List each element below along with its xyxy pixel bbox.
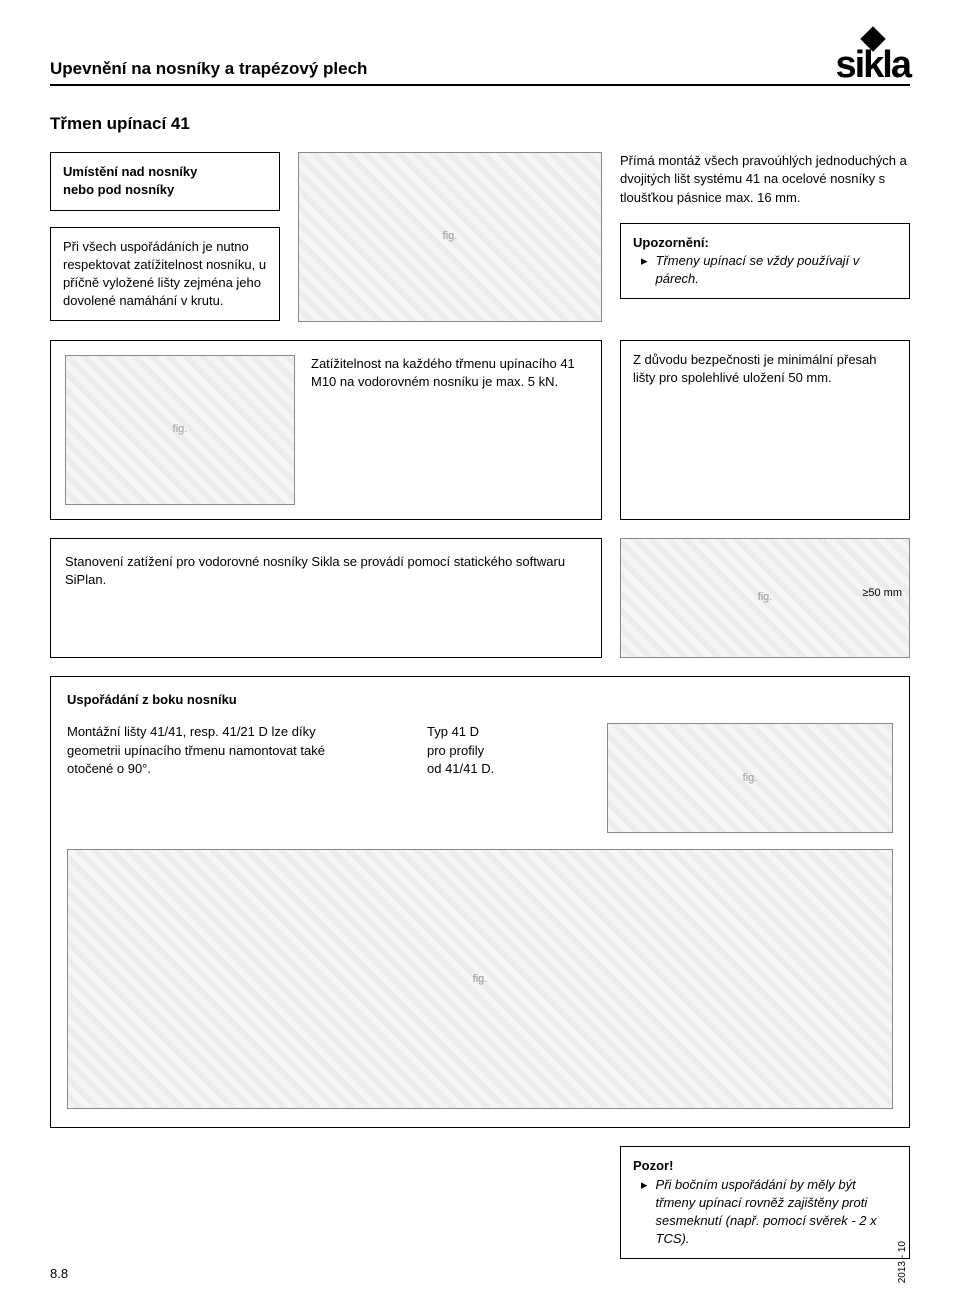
side-heading: Uspořádání z boku nosníku: [67, 691, 893, 709]
row-1: Umístění nad nosníky nebo pod nosníky Př…: [50, 152, 910, 322]
warning-bullet: ▸ Při bočním uspořádání by měly být třme…: [633, 1176, 897, 1249]
page-header: Upevnění na nosníky a trapézový plech si…: [50, 30, 910, 86]
load-text: Zatížitelnost na každého třmenu upínacíh…: [311, 355, 587, 391]
logo: sikla: [835, 30, 910, 80]
side-cols: Montážní lišty 41/41, resp. 41/21 D lze …: [67, 723, 893, 833]
side-r-l1: Typ 41 D: [427, 723, 547, 741]
col-right-3: fig. ≥50 mm: [620, 538, 910, 658]
footer-date: 2013 - 10: [896, 1241, 910, 1283]
triangle-icon: ▸: [641, 1176, 648, 1249]
figure-load: fig.: [65, 355, 295, 505]
page-footer: 8.8 2013 - 10: [50, 1241, 910, 1283]
box-placement-title: Umístění nad nosníky nebo pod nosníky: [50, 152, 280, 210]
side-arrangement-section: Uspořádání z boku nosníku Montážní lišty…: [50, 676, 910, 1128]
note-load-text: Při všech uspořádáních je nutno respekto…: [63, 239, 266, 309]
notice-bullet: ▸ Třmeny upínací se vždy používají v pár…: [633, 252, 897, 288]
row-2: fig. Zatížitelnost na každého třmenu upí…: [50, 340, 910, 520]
col-right-1: Přímá montáž všech pravoúhlých jednoduch…: [620, 152, 910, 322]
warning-title: Pozor!: [633, 1157, 897, 1175]
figure-side-top: fig.: [607, 723, 893, 833]
main-title: Třmen upínací 41: [50, 112, 910, 136]
dimension-50mm: ≥50 mm: [862, 586, 902, 601]
notice-box-1: Upozornění: ▸ Třmeny upínací se vždy pou…: [620, 223, 910, 300]
triangle-icon: ▸: [641, 252, 648, 288]
side-left-text: Montážní lišty 41/41, resp. 41/21 D lze …: [67, 723, 367, 833]
warning-text: Při bočním uspořádání by měly být třmeny…: [656, 1176, 897, 1249]
direct-mount-text: Přímá montáž všech pravoúhlých jednoduch…: [620, 152, 910, 207]
row-3: Stanovení zatížení pro vodorovné nosníky…: [50, 538, 910, 658]
subtitle-l2: nebo pod nosníky: [63, 181, 267, 199]
notice-text: Třmeny upínací se vždy používají v párec…: [656, 252, 897, 288]
safety-text: Z důvodu bezpečnosti je minimální přesah…: [633, 352, 877, 385]
logo-text: sikla: [835, 50, 910, 80]
figure-beam-mount-1: fig.: [298, 152, 602, 322]
header-title: Upevnění na nosníky a trapézový plech: [50, 57, 367, 81]
box-siplan: Stanovení zatížení pro vodorovné nosníky…: [50, 538, 602, 658]
box-safety-overhang: Z důvodu bezpečnosti je minimální přesah…: [620, 340, 910, 520]
siplan-text: Stanovení zatížení pro vodorovné nosníky…: [65, 554, 565, 587]
side-r-l3: od 41/41 D.: [427, 760, 547, 778]
page-number: 8.8: [50, 1265, 68, 1283]
side-r-l2: pro profily: [427, 742, 547, 760]
figure-side-large: fig.: [67, 849, 893, 1109]
side-right-text: Typ 41 D pro profily od 41/41 D.: [427, 723, 547, 833]
notice-title: Upozornění:: [633, 234, 897, 252]
box-note-load: Při všech uspořádáních je nutno respekto…: [50, 227, 280, 322]
box-load-figure: fig. Zatížitelnost na každého třmenu upí…: [50, 340, 602, 520]
subtitle-l1: Umístění nad nosníky: [63, 163, 267, 181]
col-left-1: Umístění nad nosníky nebo pod nosníky Př…: [50, 152, 280, 322]
col-mid-1: fig.: [298, 152, 602, 322]
